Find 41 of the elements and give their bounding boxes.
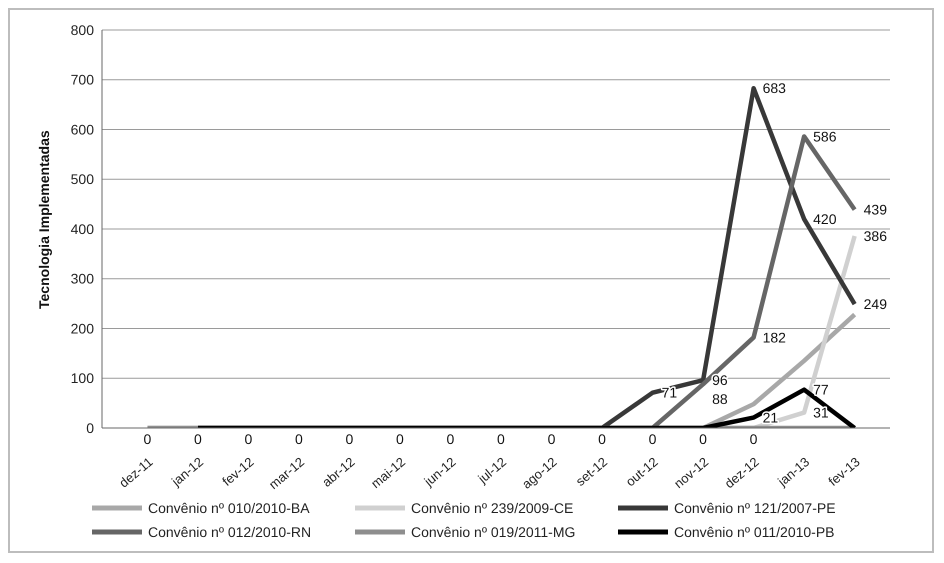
y-tick-label: 500 (70, 171, 94, 188)
y-tick-label: 700 (70, 72, 94, 88)
data-label: 0 (497, 431, 506, 447)
legend-label: Convênio nº 010/2010-BA (148, 500, 310, 516)
data-label: 0 (143, 431, 152, 447)
data-label: 96 (712, 372, 728, 388)
data-label: 586 (813, 128, 837, 144)
legend-label: Convênio nº 012/2010-RN (148, 524, 312, 540)
data-label: 0 (396, 431, 404, 447)
y-tick-label: 600 (70, 121, 94, 138)
data-label: 21 (762, 410, 778, 426)
legend-label: Convênio nº 239/2009-CE (411, 500, 574, 516)
y-tick-label: 0 (86, 420, 94, 436)
data-label: 0 (750, 431, 758, 447)
data-label: 0 (446, 431, 455, 447)
data-label: 0 (295, 431, 303, 447)
data-label: 182 (762, 329, 786, 346)
legend-label: Convênio nº 121/2007-PE (674, 500, 836, 516)
y-axis-title: Tecnologia Implementadas (36, 130, 52, 309)
legend-label: Convênio nº 011/2010-PB (674, 524, 835, 540)
data-label: 0 (699, 431, 708, 447)
data-label: 31 (813, 404, 829, 421)
y-tick-label: 200 (70, 320, 94, 336)
data-label: 0 (244, 431, 252, 447)
y-tick-label: 400 (70, 220, 94, 237)
data-label: 386 (864, 228, 888, 244)
data-label: 439 (864, 202, 888, 218)
data-label: 0 (598, 431, 606, 447)
y-tick-label: 100 (70, 370, 94, 386)
y-tick-label: 800 (70, 22, 94, 38)
y-tick-label: 300 (70, 270, 94, 287)
data-label: 77 (813, 382, 829, 398)
data-label: 88 (712, 391, 728, 408)
data-label: 420 (813, 211, 837, 228)
data-label: 0 (548, 431, 556, 447)
legend-label: Convênio nº 019/2011-MG (411, 524, 576, 540)
data-label: 0 (346, 431, 354, 447)
data-label: 683 (762, 80, 786, 96)
data-label: 0 (194, 431, 202, 447)
data-label: 0 (648, 431, 657, 447)
data-label: 249 (864, 296, 888, 312)
